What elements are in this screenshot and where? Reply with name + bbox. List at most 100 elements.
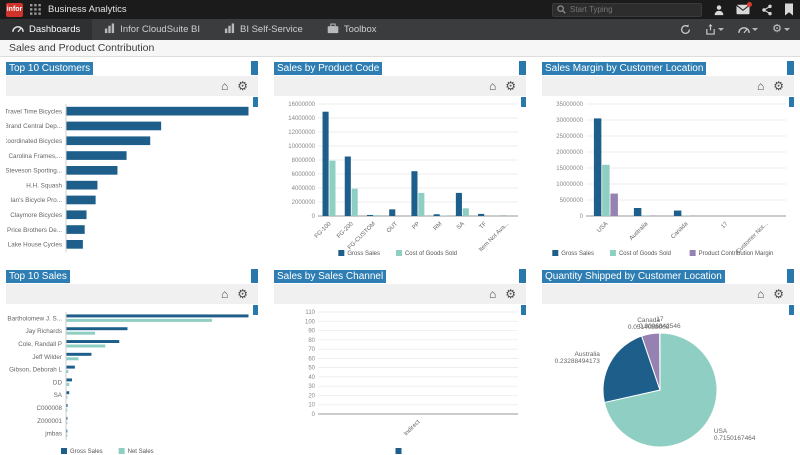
- scrollbar-thumb[interactable]: [789, 305, 794, 315]
- chart-quantity-shipped-pie: USA 0.7150167464 Australia 0.23288494173 Can…: [542, 306, 794, 455]
- apps-grid-icon[interactable]: [30, 4, 41, 15]
- svg-text:16000000: 16000000: [288, 102, 315, 108]
- bar-chart-icon: [224, 22, 235, 37]
- chevron-down-icon: [752, 28, 759, 31]
- widget-title[interactable]: Sales Margin by Customer Location: [542, 61, 707, 75]
- gear-icon[interactable]: ⚙: [505, 79, 516, 93]
- scrollbar-thumb[interactable]: [519, 61, 526, 75]
- home-icon[interactable]: ⌂: [488, 79, 497, 93]
- svg-text:Product Contribution Margin: Product Contribution Margin: [699, 251, 774, 257]
- svg-text:Canada: Canada: [637, 317, 660, 324]
- svg-text:Ian's Bicycle Pro...: Ian's Bicycle Pro...: [10, 197, 62, 204]
- export-icon[interactable]: [705, 24, 725, 35]
- gear-icon[interactable]: ⚙: [773, 79, 784, 93]
- bar-chart-icon: [104, 22, 115, 37]
- search-input[interactable]: [570, 5, 690, 14]
- svg-text:4000000: 4000000: [292, 186, 316, 192]
- svg-text:2000000: 2000000: [292, 200, 316, 206]
- home-icon[interactable]: ⌂: [756, 79, 765, 93]
- svg-text:SA: SA: [456, 221, 466, 231]
- infor-logo[interactable]: infor: [6, 2, 23, 17]
- gauge-icon[interactable]: [738, 25, 759, 34]
- svg-text:Customer Not...: Customer Not...: [735, 221, 769, 255]
- svg-text:12000000: 12000000: [288, 130, 315, 136]
- widget-sales-by-sales-channel: Sales by Sales Channel ⌂ ⚙ 0 10 20 30 40 50 60…: [274, 268, 526, 455]
- widget-sales-margin-by-customer-location: Sales Margin by Customer Location ⌂ ⚙ 0 5…: [542, 60, 794, 260]
- svg-text:20: 20: [308, 393, 315, 399]
- scrollbar-thumb[interactable]: [251, 269, 258, 283]
- scrollbar-thumb[interactable]: [253, 305, 258, 315]
- scrollbar-thumb[interactable]: [787, 269, 794, 283]
- svg-text:PP: PP: [412, 221, 422, 231]
- svg-text:DD: DD: [53, 379, 63, 386]
- svg-text:0.23288494173: 0.23288494173: [555, 358, 601, 365]
- refresh-icon[interactable]: [680, 24, 691, 35]
- scrollbar-thumb[interactable]: [521, 305, 526, 315]
- share-icon[interactable]: [761, 4, 773, 16]
- scrollbar-thumb[interactable]: [519, 269, 526, 283]
- svg-text:Indirect: Indirect: [403, 419, 421, 437]
- home-icon[interactable]: ⌂: [488, 287, 497, 301]
- tab-dashboards[interactable]: Dashboards: [0, 19, 93, 40]
- svg-text:0: 0: [312, 412, 316, 418]
- svg-text:C000008: C000008: [36, 405, 62, 412]
- svg-text:15000000: 15000000: [556, 166, 583, 172]
- widget-toolbar: ⌂ ⚙: [6, 284, 258, 304]
- svg-text:30: 30: [308, 384, 315, 390]
- scrollbar-thumb[interactable]: [789, 97, 794, 107]
- nav-bar: Dashboards Infor CloudSuite BI BI Self-S…: [0, 19, 800, 40]
- svg-text:5000000: 5000000: [560, 198, 584, 204]
- svg-text:17: 17: [720, 221, 729, 230]
- svg-text:Brand Central Dep...: Brand Central Dep...: [6, 123, 62, 130]
- svg-text:Steveson Sporting...: Steveson Sporting...: [6, 168, 62, 175]
- widget-title[interactable]: Sales by Sales Channel: [274, 269, 387, 283]
- widget-title[interactable]: Top 10 Customers: [6, 61, 94, 75]
- tab-label: BI Self-Service: [239, 24, 303, 35]
- tab-toolbox[interactable]: Toolbox: [315, 19, 389, 40]
- gear-icon[interactable]: ⚙: [505, 287, 516, 301]
- svg-text:14000000: 14000000: [288, 116, 315, 122]
- scrollbar-thumb[interactable]: [253, 97, 258, 107]
- svg-text:10000000: 10000000: [288, 144, 315, 150]
- tab-infor-cloudsuite-bi[interactable]: Infor CloudSuite BI: [92, 19, 212, 40]
- scrollbar-thumb[interactable]: [787, 61, 794, 75]
- svg-text:100: 100: [305, 319, 316, 325]
- svg-text:20000000: 20000000: [556, 150, 583, 156]
- svg-text:10000000: 10000000: [556, 182, 583, 188]
- svg-text:0.0514088000: 0.0514088000: [628, 324, 670, 331]
- svg-text:H.H. Squash: H.H. Squash: [26, 182, 62, 189]
- widget-quantity-shipped-by-customer-location: Quantity Shipped by Customer Location ⌂ …: [542, 268, 794, 455]
- top-app-bar: infor Business Analytics: [0, 0, 800, 19]
- widget-toolbar: ⌂ ⚙: [542, 76, 794, 96]
- home-icon[interactable]: ⌂: [220, 287, 229, 301]
- breadcrumb: Sales and Product Contribution: [0, 40, 800, 57]
- mail-icon[interactable]: [736, 2, 752, 15]
- svg-text:35000000: 35000000: [556, 102, 583, 108]
- svg-text:0: 0: [312, 214, 316, 220]
- search-box[interactable]: [552, 2, 702, 17]
- scrollbar-thumb[interactable]: [251, 61, 258, 75]
- svg-text:USA: USA: [596, 221, 609, 234]
- svg-text:80: 80: [308, 338, 315, 344]
- svg-text:60: 60: [308, 356, 315, 362]
- tab-bi-self-service[interactable]: BI Self-Service: [212, 19, 315, 40]
- svg-text:Price Brothers De...: Price Brothers De...: [7, 227, 62, 234]
- svg-text:40: 40: [308, 375, 315, 381]
- home-icon[interactable]: ⌂: [756, 287, 765, 301]
- gear-icon[interactable]: ⚙: [237, 79, 248, 93]
- bookmark-icon[interactable]: [784, 3, 794, 16]
- gear-icon[interactable]: ⚙: [773, 287, 784, 301]
- gear-icon[interactable]: ⚙: [237, 287, 248, 301]
- home-icon[interactable]: ⌂: [220, 79, 229, 93]
- svg-text:Jay Richards: Jay Richards: [26, 328, 62, 335]
- scrollbar-thumb[interactable]: [521, 97, 526, 107]
- svg-text:SA: SA: [54, 392, 63, 399]
- user-icon[interactable]: [713, 4, 725, 16]
- widget-top-10-sales: Top 10 Sales ⌂ ⚙ Bartholomew J. S... Jay …: [6, 268, 258, 455]
- gear-icon[interactable]: ⚙: [772, 24, 790, 35]
- widget-title[interactable]: Sales by Product Code: [274, 61, 383, 75]
- widget-title[interactable]: Quantity Shipped by Customer Location: [542, 269, 725, 283]
- widget-title[interactable]: Top 10 Sales: [6, 269, 70, 283]
- svg-text:Cost of Goods Sold: Cost of Goods Sold: [619, 251, 671, 257]
- svg-text:Z000001: Z000001: [37, 418, 62, 425]
